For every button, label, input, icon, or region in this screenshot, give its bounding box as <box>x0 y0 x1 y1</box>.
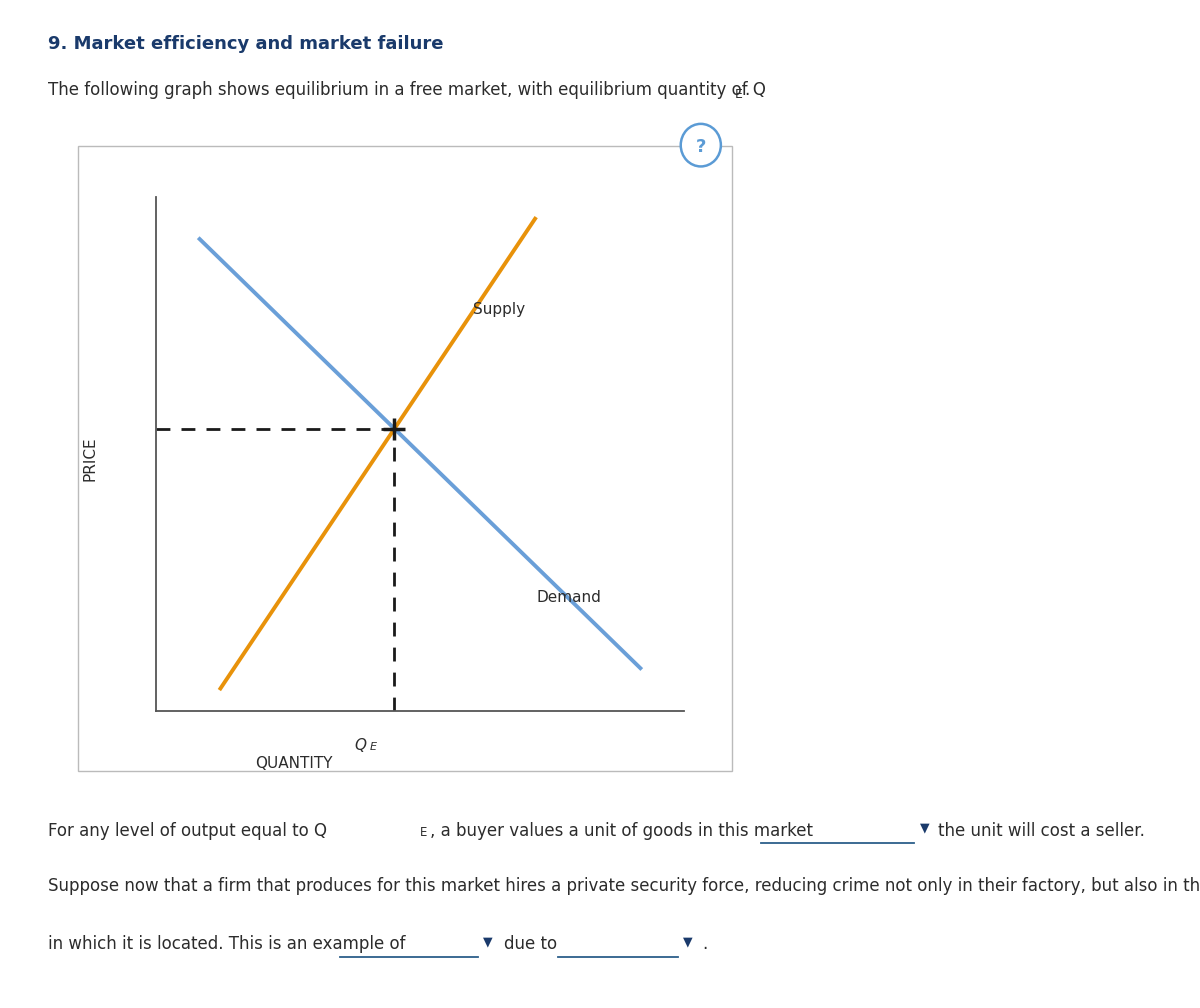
Text: ▼: ▼ <box>916 822 929 835</box>
Text: Q: Q <box>354 738 366 753</box>
Text: ▼: ▼ <box>679 935 692 949</box>
Text: E: E <box>420 826 427 839</box>
Text: 9. Market efficiency and market failure: 9. Market efficiency and market failure <box>48 35 444 53</box>
Text: QUANTITY: QUANTITY <box>256 756 332 771</box>
Text: due to: due to <box>504 935 557 954</box>
Text: .: . <box>702 935 707 954</box>
Circle shape <box>680 124 721 166</box>
Text: For any level of output equal to Q: For any level of output equal to Q <box>48 822 326 840</box>
Text: the unit will cost a seller.: the unit will cost a seller. <box>938 822 1145 840</box>
Text: .: . <box>744 81 749 99</box>
Text: in which it is located. This is an example of: in which it is located. This is an examp… <box>48 935 406 954</box>
Text: Supply: Supply <box>473 302 524 318</box>
Text: E: E <box>734 88 743 101</box>
Text: E: E <box>370 742 377 752</box>
Text: Suppose now that a firm that produces for this market hires a private security f: Suppose now that a firm that produces fo… <box>48 877 1200 895</box>
Text: ▼: ▼ <box>479 935 492 949</box>
Text: , a buyer values a unit of goods in this market: , a buyer values a unit of goods in this… <box>430 822 812 840</box>
Text: The following graph shows equilibrium in a free market, with equilibrium quantit: The following graph shows equilibrium in… <box>48 81 766 99</box>
Text: PRICE: PRICE <box>83 436 97 481</box>
Text: ?: ? <box>696 138 706 156</box>
Text: Demand: Demand <box>536 590 601 605</box>
